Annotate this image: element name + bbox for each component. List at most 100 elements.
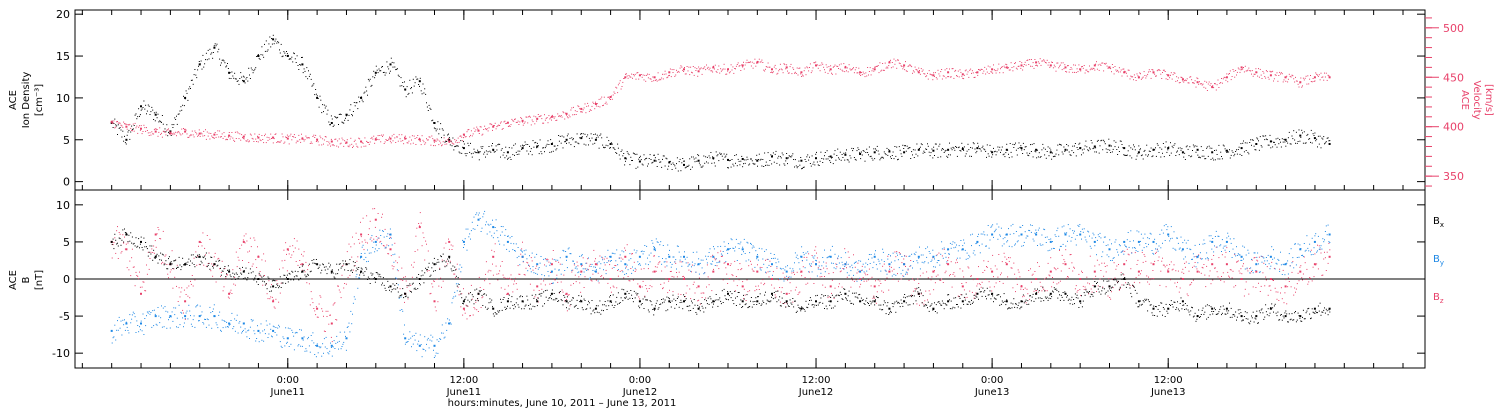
velocity-sample: [1249, 70, 1251, 72]
velocity-sample: [880, 70, 882, 72]
bz-sample: [315, 314, 317, 316]
bz-sample: [1199, 257, 1201, 259]
velocity-sample: [774, 64, 776, 66]
density-sample: [759, 159, 761, 161]
density-sample: [213, 45, 215, 47]
velocity-sample: [700, 67, 702, 69]
bz-sample: [260, 275, 262, 277]
bz-sample: [897, 273, 898, 275]
velocity-sample: [839, 68, 841, 70]
bz-sample: [202, 232, 204, 234]
density-sample: [935, 143, 937, 145]
density-sample: [1039, 156, 1041, 158]
density-sample: [841, 154, 843, 155]
velocity-sample: [429, 136, 431, 138]
velocity-point: [991, 68, 994, 71]
velocity-sample: [212, 136, 214, 138]
bz-sample: [168, 277, 169, 279]
density-sample: [632, 152, 634, 154]
by-sample: [352, 302, 354, 304]
by-sample: [249, 338, 250, 339]
density-sample: [390, 57, 392, 59]
by-sample: [282, 336, 284, 338]
density-sample: [747, 158, 749, 160]
density-point: [125, 138, 128, 141]
velocity-sample: [875, 66, 876, 68]
velocity-sample: [1254, 73, 1256, 75]
density-sample: [595, 137, 597, 139]
bz-sample: [1183, 272, 1185, 274]
velocity-sample: [571, 107, 573, 109]
by-sample: [326, 348, 328, 350]
density-sample: [1022, 142, 1024, 144]
density-sample: [698, 155, 700, 157]
density-sample: [912, 154, 913, 156]
density-tick-label: 0: [63, 176, 70, 189]
velocity-sample: [770, 72, 772, 73]
velocity-sample: [1070, 67, 1072, 68]
bz-sample: [950, 261, 952, 263]
bz-sample: [352, 236, 353, 238]
velocity-sample: [735, 68, 736, 70]
by-sample: [415, 332, 417, 334]
bz-sample: [767, 271, 769, 273]
by-point: [389, 233, 392, 236]
velocity-sample: [910, 65, 912, 67]
density-sample: [485, 150, 487, 152]
by-sample: [141, 330, 143, 332]
density-sample: [646, 157, 648, 159]
bz-sample: [1190, 283, 1192, 285]
density-sample: [351, 114, 353, 115]
density-sample: [566, 142, 567, 144]
bz-sample: [338, 289, 340, 291]
bz-sample: [1219, 277, 1221, 279]
bz-sample: [862, 277, 864, 279]
bz-sample: [1109, 297, 1111, 298]
density-sample: [838, 157, 839, 159]
bz-sample: [145, 290, 147, 292]
bz-sample: [630, 268, 632, 269]
velocity-point: [917, 71, 920, 74]
velocity-sample: [621, 86, 623, 87]
velocity-sample: [628, 75, 630, 76]
velocity-sample: [1087, 71, 1089, 73]
density-sample: [210, 53, 212, 55]
bz-sample: [1195, 256, 1197, 257]
bz-sample: [587, 258, 589, 260]
velocity-sample: [1082, 67, 1084, 69]
bz-sample: [676, 272, 677, 273]
density-point: [756, 159, 759, 162]
velocity-sample: [276, 142, 278, 143]
bz-sample: [824, 286, 826, 288]
density-sample: [832, 163, 834, 165]
bz-sample: [934, 270, 935, 272]
bz-sample: [210, 270, 212, 272]
by-sample: [131, 314, 133, 316]
velocity-sample: [339, 143, 341, 145]
velocity-sample: [1143, 71, 1145, 73]
bz-sample: [1044, 278, 1046, 280]
bz-sample: [1287, 286, 1289, 288]
density-sample: [858, 149, 860, 150]
velocity-sample: [1221, 78, 1222, 79]
density-sample: [577, 142, 579, 144]
density-sample: [582, 133, 584, 135]
velocity-sample: [762, 62, 764, 63]
density-sample: [131, 129, 133, 131]
velocity-point: [228, 134, 231, 137]
density-sample: [546, 143, 548, 145]
bz-sample: [352, 269, 354, 271]
bz-sample: [1049, 275, 1051, 277]
density-sample: [648, 158, 650, 159]
bz-point: [1035, 278, 1038, 280]
by-sample: [371, 235, 373, 237]
velocity-sample: [268, 137, 270, 139]
density-sample: [491, 145, 493, 147]
velocity-sample: [817, 67, 819, 69]
bz-sample: [840, 270, 842, 272]
density-sample: [942, 148, 944, 150]
density-sample: [1223, 145, 1225, 147]
velocity-sample: [945, 77, 947, 79]
velocity-sample: [671, 69, 673, 71]
velocity-sample: [811, 70, 813, 72]
